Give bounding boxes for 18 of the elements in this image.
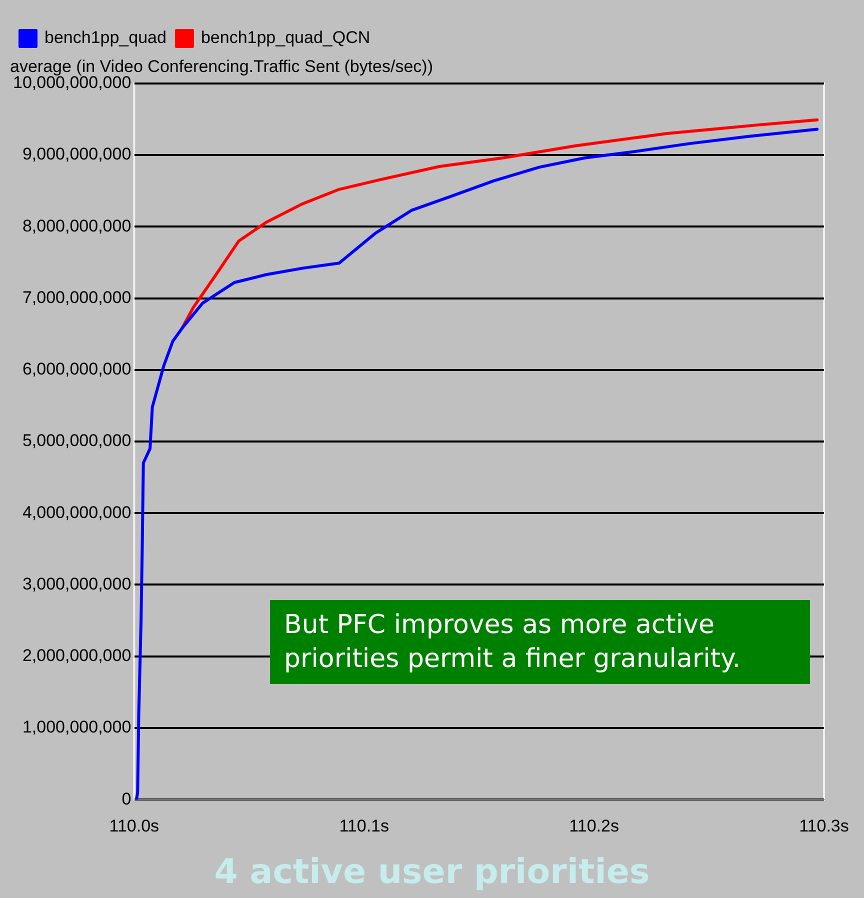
y-tick-label: 7,000,000,000: [22, 288, 132, 307]
x-tick-label: 110.0s: [109, 816, 160, 836]
y-tick-label: 1,000,000,000: [22, 718, 132, 737]
y-tick-label: 8,000,000,000: [22, 216, 132, 236]
legend-label: bench1pp_quad: [44, 28, 166, 48]
x-tick-label: 110.2s: [569, 816, 619, 836]
x-tick-label: 110.3s: [799, 816, 849, 836]
legend-label: bench1pp_quad_QCN: [200, 28, 370, 48]
callout-box: But PFC improves as more active priorities permit a finer granularity.: [270, 600, 810, 684]
y-tick-label: 6,000,000,000: [22, 360, 132, 379]
x-tick-label: 110.1s: [339, 816, 390, 836]
y-tick-label: 5,000,000,000: [22, 431, 132, 450]
y-tick-label: 4,000,000,000: [22, 502, 132, 522]
chart-title: average (in Video Conferencing.Traffic Sent (bytes/sec)): [10, 56, 434, 76]
y-tick-label: 3,000,000,000: [22, 574, 132, 594]
y-tick-label: 9,000,000,000: [22, 144, 132, 164]
y-tick-label: 0: [122, 789, 132, 808]
y-tick-label: 2,000,000,000: [22, 646, 132, 666]
